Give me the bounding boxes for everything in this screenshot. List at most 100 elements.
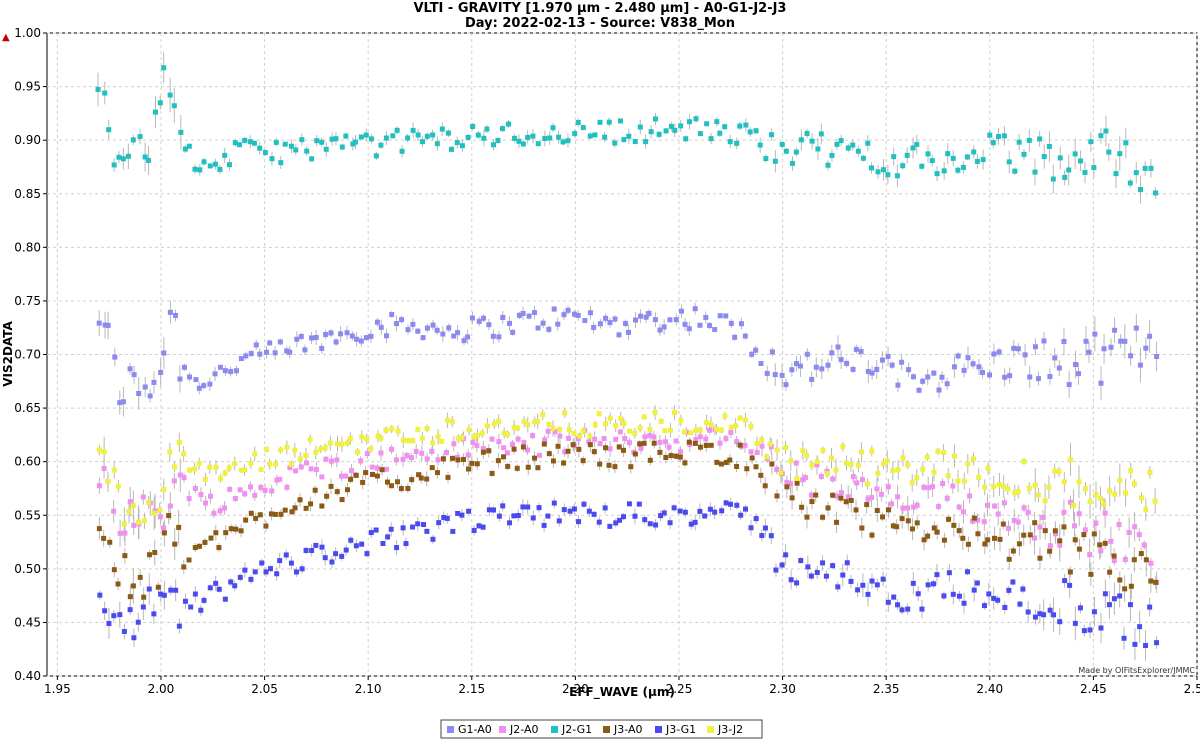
point-j2-g1 [560,139,566,145]
point-j3-g1 [373,527,379,533]
point-j2-g1 [722,124,728,130]
point-j3-j2 [809,462,815,468]
point-j3-j2 [971,456,977,462]
point-j3-j2 [141,518,147,524]
legend-swatch-j3-j2 [707,726,714,733]
point-g1-a0 [196,385,202,391]
point-j3-j2 [273,461,279,467]
point-j3-g1 [632,513,638,519]
point-j3-a0 [946,516,952,522]
point-g1-a0 [939,374,945,380]
point-j3-g1 [216,586,222,592]
point-j3-a0 [880,514,886,520]
point-j2-a0 [834,493,840,499]
point-j3-g1 [830,563,836,569]
point-j2-a0 [944,495,950,501]
point-j3-a0 [1107,569,1113,575]
point-j2-a0 [274,477,280,483]
point-j3-g1 [232,583,238,589]
chart-subtitle: Day: 2022-02-13 - Source: V838_Mon [465,16,735,31]
point-j2-a0 [622,436,628,442]
point-g1-a0 [749,351,755,357]
point-j2-a0 [96,483,102,489]
x-tick-label: 2.45 [1080,682,1107,696]
point-j3-j2 [848,462,854,468]
y-tick-label: 1.00 [14,26,41,40]
point-j3-j2 [652,410,658,416]
point-j2-a0 [802,475,808,481]
point-j3-a0 [101,535,107,541]
point-j3-a0 [1027,532,1033,538]
point-j3-j2 [681,429,687,435]
point-j2-g1 [737,123,743,129]
point-j2-g1 [1148,165,1154,171]
point-j3-a0 [570,442,576,448]
point-g1-a0 [1143,345,1149,351]
point-j3-j2 [667,427,673,433]
point-j2-g1 [910,145,916,151]
point-j3-a0 [501,454,507,460]
point-j2-a0 [1005,525,1011,531]
point-j3-g1 [874,582,880,588]
point-j3-j2 [580,428,586,434]
point-j3-j2 [313,449,319,455]
point-j3-a0 [641,440,647,446]
point-j3-g1 [140,604,146,610]
point-j2-a0 [429,448,435,454]
point-j3-a0 [647,457,653,463]
point-j3-a0 [1010,548,1016,554]
point-j3-j2 [167,449,173,455]
point-j2-g1 [974,158,980,164]
point-j3-g1 [1111,596,1117,602]
point-j3-j2 [157,507,163,513]
point-j3-j2 [859,449,865,455]
point-j3-a0 [192,545,198,551]
point-j2-g1 [1012,168,1018,174]
point-g1-a0 [732,334,738,340]
point-j3-g1 [591,511,597,517]
point-j2-g1 [232,140,238,146]
point-g1-a0 [686,326,692,332]
point-j3-a0 [282,507,288,513]
point-j3-j2 [207,464,213,470]
point-j2-g1 [618,118,624,124]
point-g1-a0 [920,378,926,384]
point-j3-j2 [627,428,633,434]
point-j3-g1 [173,587,179,593]
point-j3-j2 [96,447,102,453]
point-g1-a0 [587,310,593,316]
point-j3-j2 [218,476,224,482]
point-g1-a0 [673,317,679,323]
point-j2-a0 [562,449,568,455]
point-g1-a0 [384,333,390,339]
point-g1-a0 [338,331,344,337]
point-j3-a0 [328,483,334,489]
point-g1-a0 [682,321,688,327]
point-j3-j2 [284,444,290,450]
point-j2-a0 [970,518,976,524]
point-j2-a0 [613,436,619,442]
point-j2-g1 [734,140,740,146]
point-j3-a0 [268,511,274,517]
point-j2-a0 [127,499,133,505]
point-j2-g1 [704,121,710,127]
point-j3-g1 [267,566,273,572]
point-j2-a0 [787,481,793,487]
point-j2-g1 [178,129,184,135]
point-j2-g1 [1032,169,1038,175]
point-j3-a0 [489,470,495,476]
point-j3-g1 [1067,582,1073,588]
point-j3-a0 [263,523,269,529]
point-j3-a0 [555,443,561,449]
point-j3-j2 [501,430,507,436]
point-j3-a0 [869,532,875,538]
point-j3-j2 [814,459,820,465]
point-j2-a0 [995,511,1001,517]
point-j3-a0 [931,525,937,531]
point-j3-j2 [121,521,127,527]
point-j3-j2 [909,480,915,486]
point-g1-a0 [267,340,273,346]
point-g1-a0 [1072,362,1078,368]
point-j3-g1 [823,573,829,579]
point-j3-j2 [613,423,619,429]
